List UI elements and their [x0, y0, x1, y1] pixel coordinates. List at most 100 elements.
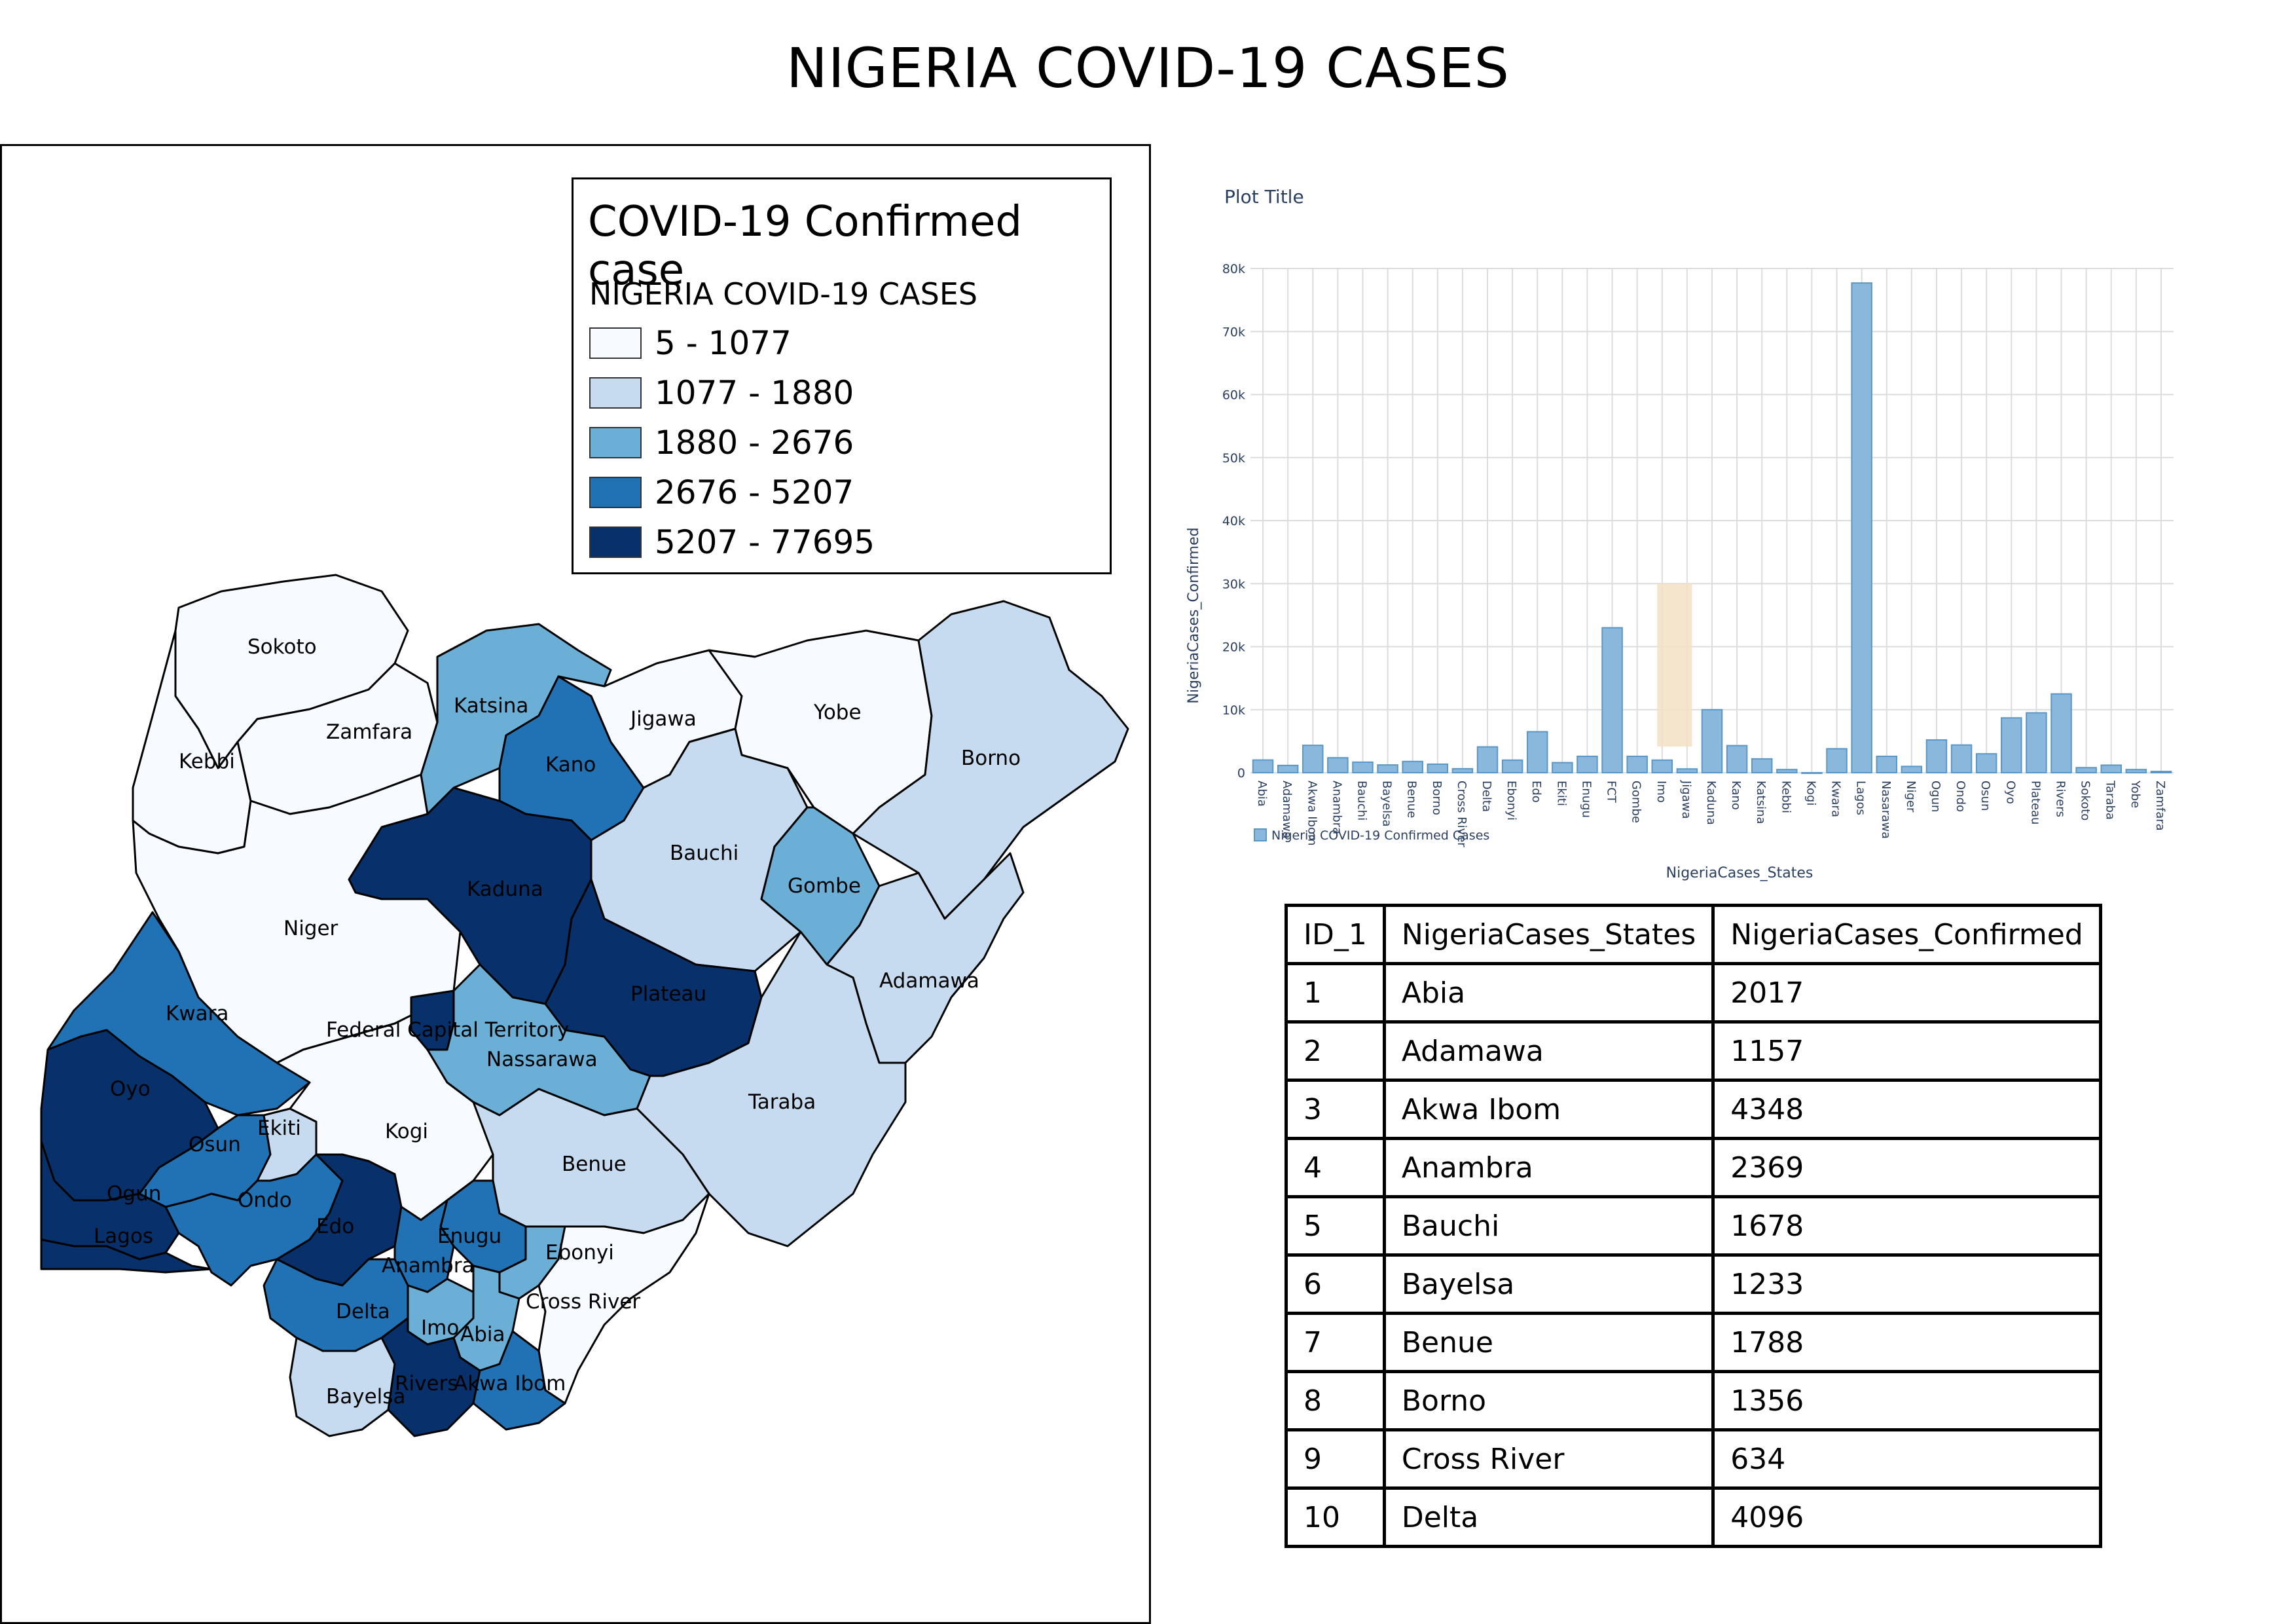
bar-adamawa[interactable]: [1277, 764, 1299, 774]
bar-ogun[interactable]: [1925, 739, 1948, 774]
bar-rivers[interactable]: [2050, 693, 2072, 773]
x-tick-label: Abia: [1255, 781, 1269, 807]
bar-ebonyi[interactable]: [1501, 759, 1523, 773]
y-tick-label: 60k: [1222, 388, 1245, 403]
state-label: Jigawa: [629, 707, 697, 731]
state-label: Abia: [460, 1323, 505, 1346]
legend-swatch: [589, 526, 642, 558]
legend-marker: [1254, 828, 1267, 841]
x-tick-label: Bayelsa: [1380, 781, 1394, 827]
legend-item: 5 - 1077: [589, 324, 792, 362]
x-tick-label: Taraba: [2104, 780, 2117, 820]
x-tick-label: Jigawa: [1679, 780, 1693, 819]
bar-delta[interactable]: [1476, 746, 1499, 773]
state-label: Zamfara: [326, 720, 412, 744]
table-cell: Akwa Ibom: [1382, 1079, 1715, 1140]
x-tick-label: Katsina: [1754, 781, 1768, 824]
bar-abia[interactable]: [1252, 759, 1274, 773]
bar-kano[interactable]: [1726, 745, 1748, 773]
bar-lagos[interactable]: [1851, 282, 1872, 774]
x-axis-label: NigeriaCases_States: [1666, 865, 1813, 881]
bar-edo[interactable]: [1527, 731, 1548, 773]
legend-item: 1880 - 2676: [589, 424, 854, 462]
y-axis-label: NigeriaCases_Confirmed: [1186, 527, 1202, 703]
table-cell: 1356: [1711, 1370, 2102, 1431]
state-label: Federal Capital Territory: [326, 1018, 569, 1042]
table-cell: 3: [1285, 1079, 1386, 1140]
bar-osun[interactable]: [1975, 753, 1997, 773]
table-cell: 2369: [1711, 1137, 2102, 1198]
bar-borno[interactable]: [1427, 763, 1449, 773]
bar-kaduna[interactable]: [1701, 709, 1723, 773]
table-cell: Bauchi: [1382, 1195, 1715, 1257]
bar-taraba[interactable]: [2100, 764, 2122, 774]
bar-niger[interactable]: [1901, 766, 1923, 773]
x-tick-label: Gombe: [1630, 781, 1643, 823]
bar-anambra[interactable]: [1327, 757, 1349, 773]
legend-item: 2676 - 5207: [589, 473, 854, 511]
bar-plateau[interactable]: [2026, 712, 2047, 773]
bar-yobe[interactable]: [2125, 769, 2147, 773]
x-tick-label: Kogi: [1804, 781, 1817, 805]
table-cell: Bayelsa: [1382, 1253, 1715, 1315]
state-label: Benue: [562, 1153, 627, 1176]
x-tick-label: Ondo: [1954, 781, 1967, 812]
table-cell: 7: [1285, 1312, 1386, 1373]
table-cell: Adamawa: [1382, 1020, 1715, 1082]
x-tick-label: Adamawa: [1280, 781, 1294, 839]
bar-cross-river[interactable]: [1451, 767, 1474, 774]
bar-ekiti[interactable]: [1552, 762, 1573, 773]
legend-label: 5 - 1077: [655, 324, 792, 362]
table-cell: Benue: [1382, 1312, 1715, 1373]
y-tick-label: 80k: [1222, 262, 1245, 276]
legend-subtitle: NIGERIA COVID-19 CASES: [589, 276, 978, 312]
x-tick-label: Oyo: [2003, 781, 2017, 804]
bar-fct[interactable]: [1601, 627, 1623, 773]
bar-jigawa[interactable]: [1676, 768, 1698, 773]
legend-label: 1077 - 1880: [655, 374, 854, 412]
bar-bayelsa[interactable]: [1377, 764, 1398, 774]
state-label: Niger: [283, 917, 338, 940]
table-row: 5 Bauchi 1678: [1285, 1195, 2102, 1257]
state-label: Rivers: [395, 1372, 458, 1395]
state-lagos: [40, 1238, 213, 1274]
table-cell: Abia: [1382, 962, 1715, 1024]
legend-label: 1880 - 2676: [655, 424, 854, 462]
column-header: NigeriaCases_States: [1382, 904, 1715, 965]
table-row: 7 Benue 1788: [1285, 1312, 2102, 1373]
x-tick-label: Ekiti: [1554, 781, 1568, 806]
column-header: ID_1: [1285, 904, 1386, 965]
state-label: Kogi: [385, 1120, 428, 1143]
bar-benue[interactable]: [1402, 760, 1423, 774]
state-label: Lagos: [94, 1225, 153, 1248]
y-tick-label: 50k: [1222, 451, 1245, 466]
state-label: Bayelsa: [326, 1385, 405, 1409]
table-cell: 6: [1285, 1253, 1386, 1315]
bar-oyo[interactable]: [2001, 717, 2022, 774]
bar-ondo[interactable]: [1950, 744, 1973, 774]
bar-katsina[interactable]: [1751, 758, 1773, 774]
state-label: Katsina: [454, 694, 528, 718]
bar-sokoto[interactable]: [2075, 767, 2097, 773]
bar-kwara[interactable]: [1826, 748, 1848, 773]
state-label: Anambra: [382, 1254, 474, 1278]
table-cell: 634: [1711, 1428, 2102, 1490]
legend-swatch: [589, 427, 642, 458]
bar-bauchi[interactable]: [1352, 761, 1374, 773]
table-row: 10 Delta 4096: [1285, 1486, 2102, 1548]
bar-enugu[interactable]: [1576, 755, 1598, 773]
selection-highlight: [1657, 583, 1692, 747]
table-row: 1 Abia 2017: [1285, 962, 2102, 1024]
bar-imo[interactable]: [1651, 759, 1673, 773]
bar-akwa-ibom[interactable]: [1302, 745, 1324, 774]
page-title: NIGERIA COVID-19 CASES: [786, 36, 1510, 100]
bar-zamfara[interactable]: [2150, 771, 2172, 774]
y-tick-label: 10k: [1222, 703, 1245, 718]
x-tick-label: Edo: [1529, 781, 1543, 803]
state-label: Bauchi: [670, 841, 738, 865]
bar-kebbi[interactable]: [1776, 769, 1798, 773]
bar-gombe[interactable]: [1626, 755, 1648, 773]
state-label: Kebbi: [179, 750, 235, 773]
bar-nasarawa[interactable]: [1876, 755, 1898, 773]
state-label: Taraba: [748, 1090, 816, 1114]
